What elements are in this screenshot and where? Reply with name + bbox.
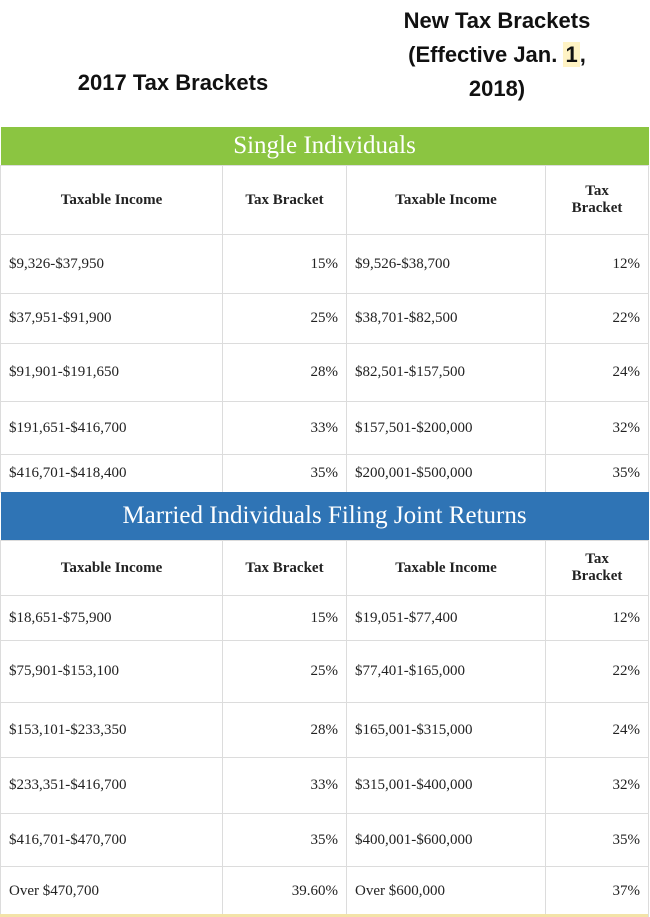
- header-new-line3: 2018): [468, 76, 526, 101]
- header-new-line1: New Tax Brackets: [403, 8, 591, 33]
- rate-old-cell: 25%: [222, 640, 347, 703]
- rate-old-cell: 15%: [222, 234, 347, 294]
- table-row: $37,951-$91,900 25% $38,701-$82,500 22%: [0, 293, 650, 344]
- section-bar-married: Married Individuals Filing Joint Returns: [0, 492, 649, 541]
- table-row: $153,101-$233,350 28% $165,001-$315,000 24%: [0, 702, 650, 758]
- income-old-cell: $416,701-$418,400: [0, 454, 223, 493]
- table-row: $75,901-$153,100 25% $77,401-$165,000 22%: [0, 640, 650, 703]
- rate-new-cell: 12%: [544, 234, 650, 294]
- income-old-cell: $18,651-$75,900: [0, 595, 223, 641]
- header-new-line2: (Effective Jan. 1,: [346, 38, 648, 72]
- income-new-cell: $19,051-$77,400: [346, 595, 546, 641]
- income-old-cell: $153,101-$233,350: [0, 702, 223, 758]
- col-header-bracket-new: Tax Bracket: [544, 540, 650, 596]
- column-header-row: Taxable Income Tax Bracket Taxable Incom…: [0, 165, 650, 235]
- income-new-cell: $157,501-$200,000: [346, 401, 546, 455]
- col-header-bracket-new: Tax Bracket: [544, 165, 650, 235]
- column-header-row: Taxable Income Tax Bracket Taxable Incom…: [0, 540, 650, 596]
- married-table: Married Individuals Filing Joint Returns…: [0, 492, 650, 917]
- highlighted-text: 1: [563, 42, 580, 67]
- income-new-cell: $400,001-$600,000: [346, 813, 546, 867]
- header-new-line2-pre: (Effective Jan.: [408, 42, 564, 67]
- income-new-cell: $82,501-$157,500: [346, 343, 546, 402]
- income-new-cell: Over $600,000: [346, 866, 546, 917]
- rate-new-cell: 24%: [544, 702, 650, 758]
- table-row: $416,701-$418,400 35% $200,001-$500,000 35%: [0, 454, 650, 493]
- rate-old-cell: 28%: [222, 343, 347, 402]
- rate-new-cell: 32%: [544, 401, 650, 455]
- rate-new-cell: 35%: [544, 454, 650, 493]
- rate-new-cell: 32%: [544, 757, 650, 814]
- income-new-cell: $77,401-$165,000: [346, 640, 546, 703]
- rate-new-cell: 24%: [544, 343, 650, 402]
- single-table: Single Individuals Taxable Income Tax Br…: [0, 127, 650, 493]
- col-header-income-new: Taxable Income: [346, 540, 546, 596]
- table-row: $9,326-$37,950 15% $9,526-$38,700 12%: [0, 234, 650, 294]
- rate-new-cell: 22%: [544, 293, 650, 344]
- section-bar-single: Single Individuals: [0, 127, 649, 166]
- income-old-cell: $233,351-$416,700: [0, 757, 223, 814]
- income-new-cell: $38,701-$82,500: [346, 293, 546, 344]
- rate-old-cell: 25%: [222, 293, 347, 344]
- section-title-married: Married Individuals Filing Joint Returns: [0, 492, 649, 541]
- rate-new-cell: 22%: [544, 640, 650, 703]
- table-row: Over $470,700 39.60% Over $600,000 37%: [0, 866, 650, 917]
- rate-new-cell: 35%: [544, 813, 650, 867]
- income-old-cell: Over $470,700: [0, 866, 223, 917]
- income-old-cell: $91,901-$191,650: [0, 343, 223, 402]
- rate-old-cell: 35%: [222, 813, 347, 867]
- income-new-cell: $9,526-$38,700: [346, 234, 546, 294]
- col-header-bracket-old: Tax Bracket: [222, 540, 347, 596]
- col-header-income-new: Taxable Income: [346, 165, 546, 235]
- income-new-cell: $200,001-$500,000: [346, 454, 546, 493]
- col-header-bracket-old: Tax Bracket: [222, 165, 347, 235]
- income-new-cell: $165,001-$315,000: [346, 702, 546, 758]
- rate-old-cell: 15%: [222, 595, 347, 641]
- table-row: $91,901-$191,650 28% $82,501-$157,500 24%: [0, 343, 650, 402]
- income-old-cell: $191,651-$416,700: [0, 401, 223, 455]
- table-row: $416,701-$470,700 35% $400,001-$600,000 35%: [0, 813, 650, 867]
- rate-old-cell: 35%: [222, 454, 347, 493]
- income-old-cell: $75,901-$153,100: [0, 640, 223, 703]
- income-old-cell: $9,326-$37,950: [0, 234, 223, 294]
- rate-new-cell: 12%: [544, 595, 650, 641]
- income-old-cell: $416,701-$470,700: [0, 813, 223, 867]
- table-row: $18,651-$75,900 15% $19,051-$77,400 12%: [0, 595, 650, 641]
- rate-old-cell: 39.60%: [222, 866, 347, 917]
- rate-new-cell: 37%: [544, 866, 650, 917]
- table-row: $233,351-$416,700 33% $315,001-$400,000 32%: [0, 757, 650, 814]
- col-header-income-old: Taxable Income: [0, 165, 223, 235]
- rate-old-cell: 28%: [222, 702, 347, 758]
- col-header-income-old: Taxable Income: [0, 540, 223, 596]
- table-row: $191,651-$416,700 33% $157,501-$200,000 32%: [0, 401, 650, 455]
- header-new-brackets: New Tax Brackets (Effective Jan. 1, 2018…: [346, 4, 648, 106]
- section-title-single: Single Individuals: [0, 127, 649, 166]
- income-old-cell: $37,951-$91,900: [0, 293, 223, 344]
- rate-old-cell: 33%: [222, 401, 347, 455]
- header-2017: 2017 Tax Brackets: [77, 70, 269, 95]
- bottom-border: [0, 914, 648, 917]
- header-new-line2-post: ,: [579, 42, 586, 67]
- rate-old-cell: 33%: [222, 757, 347, 814]
- income-new-cell: $315,001-$400,000: [346, 757, 546, 814]
